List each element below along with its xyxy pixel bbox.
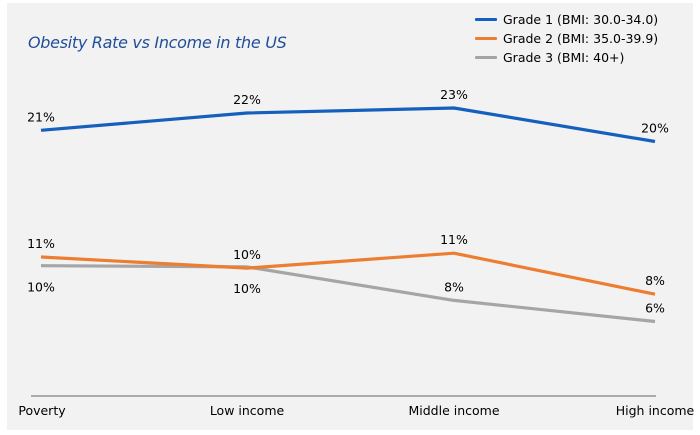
legend-item-grade-2: Grade 2 (BMI: 35.0-39.9) (475, 29, 658, 48)
data-label: 11% (27, 236, 55, 251)
legend: Grade 1 (BMI: 30.0-34.0) Grade 2 (BMI: 3… (475, 10, 658, 67)
legend-label: Grade 3 (BMI: 40+) (503, 50, 625, 65)
series-layer (40, 106, 656, 324)
x-tick-label: High income (616, 403, 695, 418)
x-tick-label: Low income (210, 403, 285, 418)
legend-label: Grade 2 (BMI: 35.0-39.9) (503, 31, 659, 46)
data-label: 10% (233, 281, 261, 296)
data-label: 22% (233, 92, 261, 107)
legend-label: Grade 1 (BMI: 30.0-34.0) (503, 12, 659, 27)
series-line-grade-3 (40, 264, 656, 324)
x-tick-label: Poverty (18, 403, 66, 418)
legend-swatch-icon (475, 18, 497, 21)
data-label: 20% (641, 121, 669, 136)
data-label: 8% (645, 273, 665, 288)
data-label: 11% (440, 232, 468, 247)
legend-swatch-icon (475, 56, 497, 59)
legend-swatch-icon (475, 37, 497, 40)
data-label: 21% (27, 109, 55, 124)
series-line-grade-1 (40, 106, 656, 144)
data-label: 23% (440, 87, 468, 102)
chart-panel (7, 3, 693, 430)
chart-title: Obesity Rate vs Income in the US (28, 33, 287, 52)
data-label: 10% (233, 247, 261, 262)
data-label: 8% (444, 279, 464, 294)
x-tick-labels: Poverty Low income Middle income High incom… (18, 403, 694, 418)
series-line-grade-2 (40, 251, 656, 296)
legend-item-grade-3: Grade 3 (BMI: 40+) (475, 48, 658, 67)
x-tick-label: Middle income (408, 403, 499, 418)
data-label: 10% (27, 280, 55, 295)
data-label: 6% (645, 301, 665, 316)
data-labels-layer: 21% 22% 23% 20% 11% 10% 11% 8% 10% 10% 8% 6% (27, 87, 669, 316)
legend-item-grade-1: Grade 1 (BMI: 30.0-34.0) (475, 10, 658, 29)
